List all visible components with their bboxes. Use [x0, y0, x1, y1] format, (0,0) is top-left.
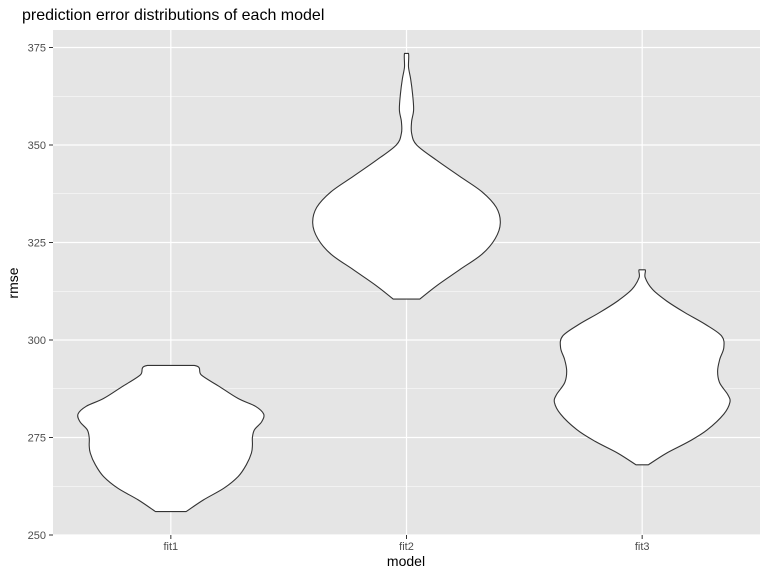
x-tick-label: fit3: [635, 541, 650, 553]
y-tick-label: 350: [28, 140, 46, 152]
y-axis-title: rmse: [5, 267, 21, 298]
violins: [77, 52, 731, 513]
x-tick-label: fit1: [163, 541, 178, 553]
violin-fit3: [553, 269, 731, 466]
y-tick-label: 275: [28, 433, 46, 445]
x-axis: fit1 fit2 fit3: [163, 535, 650, 553]
violin-fit1: [77, 364, 265, 513]
y-tick-label: 250: [28, 530, 46, 542]
y-tick-label: 375: [28, 43, 46, 55]
y-tick-label: 300: [28, 335, 46, 347]
y-axis: 250 275 300 325 350 375: [28, 43, 53, 542]
x-axis-title: model: [387, 553, 425, 569]
x-tick-label: fit2: [399, 541, 414, 553]
violin-fit2: [312, 52, 501, 300]
y-tick-label: 325: [28, 238, 46, 250]
chart-title: prediction error distributions of each m…: [22, 7, 324, 24]
